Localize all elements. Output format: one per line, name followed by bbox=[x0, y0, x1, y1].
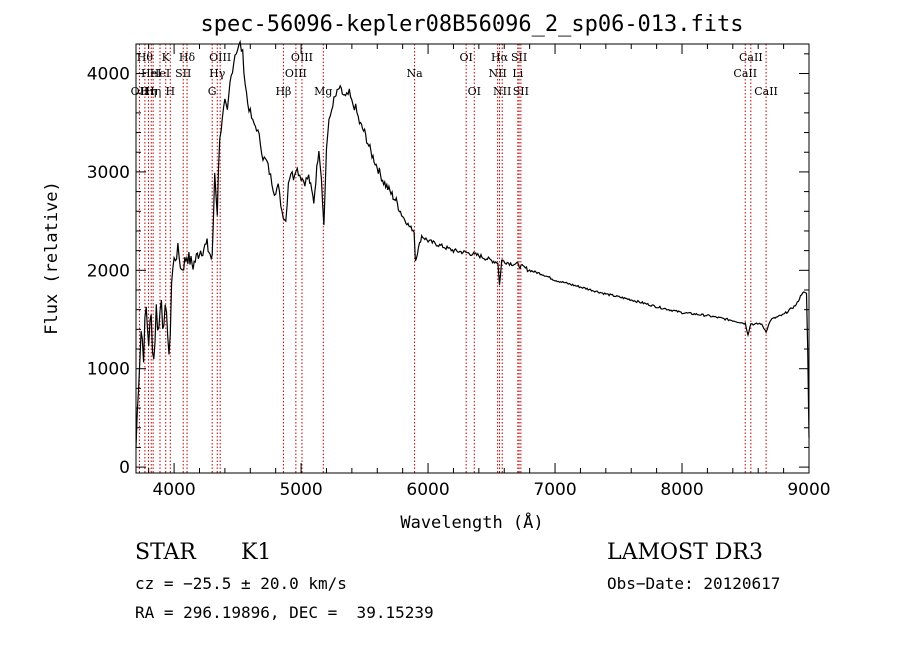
line-label: OIII bbox=[291, 51, 313, 64]
spectral-line-markers bbox=[138, 44, 767, 473]
line-label: OI bbox=[468, 85, 481, 98]
line-label: OII bbox=[131, 85, 149, 98]
line-label: Na bbox=[407, 67, 424, 80]
line-label: OI bbox=[459, 51, 472, 64]
line-label: NII bbox=[488, 67, 506, 80]
line-label: G bbox=[208, 85, 217, 98]
line-label: Hα bbox=[491, 51, 509, 64]
object-subclass: K1 bbox=[241, 540, 272, 565]
y-tick-label: 1000 bbox=[87, 360, 130, 380]
spectral-line-labels: OIIHθHηHeIHηHeIKHSIIHδGHγOIIIHβOIIIOIIIM… bbox=[131, 51, 778, 98]
line-label: Li bbox=[512, 67, 523, 80]
line-label: CaII bbox=[739, 51, 763, 64]
x-tick-label: 7000 bbox=[533, 480, 576, 500]
x-tick-label: 4000 bbox=[152, 480, 195, 500]
line-label: OIII bbox=[285, 67, 307, 80]
y-axis-label: Flux (relative) bbox=[42, 181, 62, 335]
line-label: HeI bbox=[141, 67, 161, 80]
object-class: STAR bbox=[135, 540, 196, 565]
line-label: Hη bbox=[140, 85, 156, 98]
line-label: K bbox=[162, 51, 171, 64]
survey-name: LAMOST DR3 bbox=[607, 540, 763, 565]
line-label: SII bbox=[513, 85, 529, 98]
line-label: Hθ bbox=[137, 51, 154, 64]
plot-frame bbox=[135, 43, 810, 474]
line-label: HeI bbox=[150, 67, 170, 80]
coordinates: RA = 296.19896, DEC = 39.15239 bbox=[135, 603, 434, 622]
line-label: H bbox=[165, 85, 175, 98]
x-tick-label: 5000 bbox=[279, 480, 322, 500]
line-label: SII bbox=[511, 51, 527, 64]
y-tick-label: 0 bbox=[119, 458, 130, 478]
chart-title: spec-56096-kepler08B56096_2_sp06-013.fit… bbox=[200, 12, 743, 37]
y-tick-label: 4000 bbox=[87, 65, 130, 85]
line-label: Hβ bbox=[275, 85, 291, 98]
line-label: Hδ bbox=[179, 51, 196, 64]
line-label: CaII bbox=[754, 85, 778, 98]
x-axis-label: Wavelength (Å) bbox=[400, 511, 543, 533]
line-label: SII bbox=[175, 67, 191, 80]
observation-date: Obs−Date: 20120617 bbox=[607, 574, 781, 593]
line-label: Hη bbox=[145, 85, 161, 98]
line-label: Hγ bbox=[209, 67, 226, 80]
spectrum-line bbox=[135, 39, 810, 448]
line-label: NII bbox=[493, 85, 511, 98]
x-tick-label: 8000 bbox=[660, 480, 703, 500]
x-tick-label: 6000 bbox=[406, 480, 449, 500]
line-label: Mg bbox=[314, 85, 332, 98]
y-tick-label: 2000 bbox=[87, 261, 130, 281]
line-label: CaII bbox=[733, 67, 757, 80]
y-axis-ticks: 0 1000 2000 3000 4000 bbox=[87, 53, 809, 478]
line-label: OIII bbox=[209, 51, 231, 64]
x-tick-label: 9000 bbox=[787, 480, 830, 500]
redshift-cz: cz = −25.5 ± 20.0 km/s bbox=[135, 574, 347, 593]
y-tick-label: 3000 bbox=[87, 163, 130, 183]
x-axis-ticks: 4000 5000 6000 7000 8000 9000 bbox=[148, 44, 831, 500]
